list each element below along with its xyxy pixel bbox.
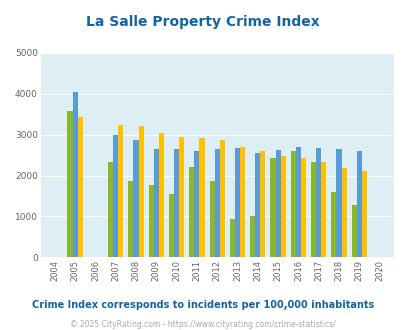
Bar [341, 168, 346, 257]
Bar [153, 149, 158, 257]
Bar [229, 219, 234, 257]
Bar [174, 149, 179, 257]
Bar [128, 181, 133, 257]
Bar [219, 140, 224, 257]
Bar [320, 162, 326, 257]
Bar [249, 216, 255, 257]
Bar [199, 138, 204, 257]
Bar [77, 116, 83, 257]
Bar [330, 192, 336, 257]
Bar [158, 133, 164, 257]
Bar [67, 111, 72, 257]
Bar [194, 151, 199, 257]
Bar [310, 162, 315, 257]
Bar [179, 137, 184, 257]
Bar [315, 148, 320, 257]
Bar [108, 162, 113, 257]
Text: © 2025 CityRating.com - https://www.cityrating.com/crime-statistics/: © 2025 CityRating.com - https://www.city… [70, 319, 335, 329]
Bar [275, 150, 280, 257]
Bar [270, 158, 275, 257]
Bar [138, 126, 143, 257]
Bar [209, 181, 214, 257]
Bar [356, 151, 361, 257]
Bar [280, 156, 285, 257]
Bar [72, 92, 77, 257]
Bar [300, 157, 305, 257]
Bar [234, 148, 239, 257]
Bar [214, 149, 219, 257]
Bar [168, 194, 174, 257]
Bar [361, 171, 366, 257]
Bar [295, 147, 300, 257]
Bar [189, 167, 194, 257]
Text: La Salle Property Crime Index: La Salle Property Crime Index [86, 15, 319, 29]
Bar [336, 149, 341, 257]
Bar [260, 151, 265, 257]
Bar [113, 135, 118, 257]
Text: Crime Index corresponds to incidents per 100,000 inhabitants: Crime Index corresponds to incidents per… [32, 300, 373, 310]
Bar [351, 205, 356, 257]
Bar [118, 125, 123, 257]
Bar [133, 140, 138, 257]
Bar [290, 151, 295, 257]
Bar [255, 153, 260, 257]
Bar [148, 185, 153, 257]
Bar [239, 147, 245, 257]
